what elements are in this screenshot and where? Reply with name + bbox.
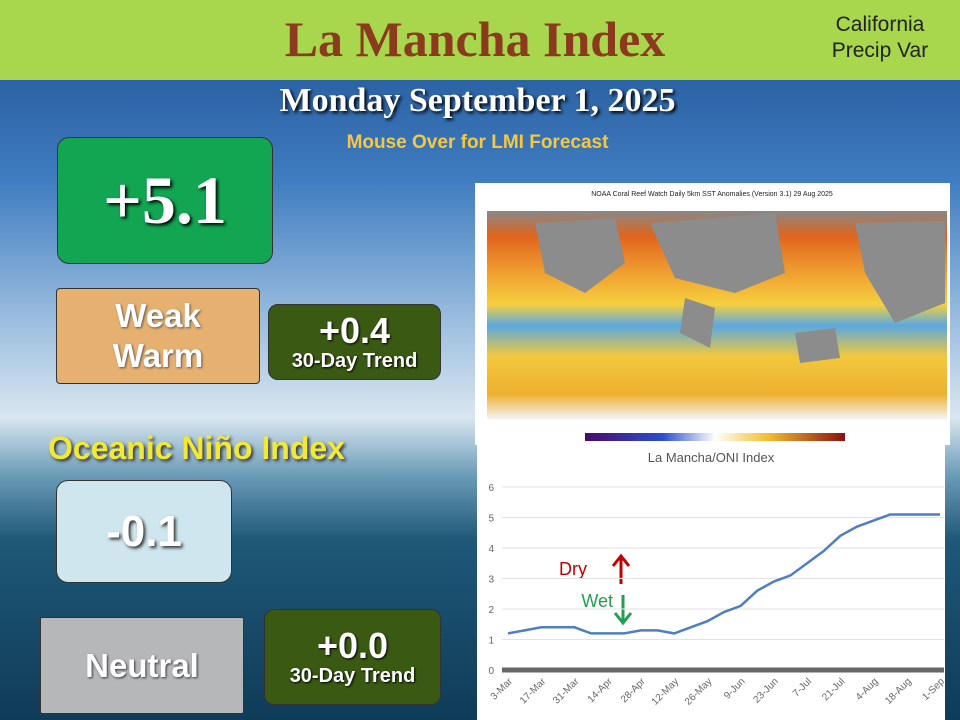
title: La Mancha Index: [284, 11, 666, 67]
map-title: NOAA Coral Reef Watch Daily 5km SST Anom…: [591, 191, 833, 198]
x-tick-label: 9-Jun: [722, 676, 747, 701]
line: [507, 513, 940, 635]
chart-title: La Mancha/ONI Index: [648, 450, 775, 465]
y-tick-label: 6: [488, 483, 494, 494]
x-tick-label: 21-Jul: [820, 676, 847, 703]
colorbar: [585, 433, 845, 441]
x-tick-label: 18-Aug: [883, 676, 914, 707]
y-tick-label: 3: [488, 575, 494, 586]
x-tick-label: 28-Apr: [619, 676, 648, 705]
lmi-trend: +0.4 30-Day Trend: [268, 304, 441, 380]
x-tick-label: 26-May: [683, 676, 714, 707]
oni-state: Neutral: [40, 617, 244, 714]
date: Monday September 1, 2025: [279, 82, 676, 119]
lmi-state: Weak Warm: [56, 288, 260, 384]
oni-value: -0.1: [56, 480, 232, 583]
arrow-down: [613, 595, 633, 626]
arrow-up: [611, 553, 631, 584]
trend-value: +0.4: [318, 310, 391, 351]
x-tick-label: 7-Jul: [791, 676, 814, 699]
trend-label: 30-Day Trend: [289, 665, 416, 687]
x-tick-label: 23-Jun: [751, 676, 780, 705]
x-tick-label: 12-May: [650, 676, 681, 707]
lmi-value: +5.1: [57, 137, 273, 264]
y-tick-label: 1: [488, 636, 494, 647]
x-tick-label: 4-Aug: [854, 676, 881, 703]
header-bar: [0, 0, 960, 80]
corner-link[interactable]: California Precip Var: [831, 13, 929, 62]
x-tick-label: 31-Mar: [551, 676, 582, 707]
oni-heading: Oceanic Niño Index: [48, 430, 345, 466]
annotation-wet: Wet: [581, 591, 613, 611]
x-tick-label: 3-Mar: [489, 676, 516, 703]
forecast-hint[interactable]: Mouse Over for LMI Forecast: [346, 132, 609, 153]
y-tick-label: 4: [488, 544, 494, 555]
sst-map: NOAA Coral Reef Watch Daily 5km SST Anom…: [475, 183, 950, 445]
trend-value: +0.0: [316, 625, 389, 666]
x-tick-label: 14-Apr: [586, 676, 615, 705]
oni-trend: +0.0 30-Day Trend: [264, 609, 441, 705]
trend-label: 30-Day Trend: [291, 350, 418, 372]
y-tick-label: 0: [488, 666, 494, 677]
x-tick-label: 17-Mar: [518, 676, 549, 707]
y-tick-label: 5: [488, 514, 494, 525]
chart: La Mancha/ONI Index Dry Wet 0 1 2 3 4 5 6 3-Mar…: [477, 445, 945, 720]
annotation-dry: Dry: [559, 559, 587, 579]
x-tick-label: 1-Sep: [920, 676, 945, 703]
y-tick-label: 2: [488, 605, 494, 616]
land: [535, 213, 945, 363]
